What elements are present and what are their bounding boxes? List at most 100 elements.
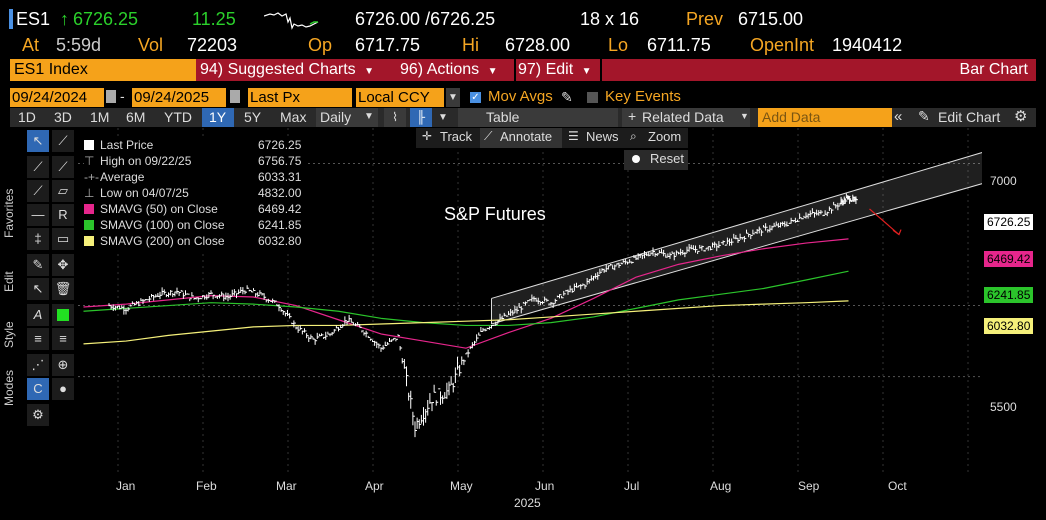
chart-legend: Last Price 6726.25 ⊤ High on 09/22/25 6756.… (84, 137, 306, 251)
segment-icon[interactable]: ⟋ (27, 180, 49, 202)
at-label: At (22, 35, 40, 55)
legend-swatch (84, 236, 94, 246)
mov-avgs-label[interactable]: Mov Avgs (488, 88, 553, 105)
header-quote: ES1 ↑ 6726.25 11.25 6726.00 /6726.25 18 … (0, 0, 1046, 58)
dotted-line-icon[interactable]: ⋰ (27, 354, 49, 376)
crosshair-mode-icon[interactable]: C (27, 378, 49, 400)
add-data-input[interactable]: Add Data (758, 108, 892, 127)
select-icon[interactable]: ↖ (27, 278, 49, 300)
line-tool-icon[interactable]: ⟋ (52, 130, 74, 152)
period-1y[interactable]: 1Y (209, 109, 227, 125)
period-5y[interactable]: 5Y (244, 109, 262, 125)
chart-type-label: Bar Chart (959, 61, 1028, 78)
period-6m[interactable]: 6M (126, 109, 146, 125)
price-chart[interactable] (78, 128, 982, 476)
color-palette-icon[interactable]: ● (52, 378, 74, 400)
trendline-icon[interactable]: ⟋ (27, 156, 49, 178)
pencil-icon[interactable]: ✎ (561, 89, 573, 105)
x-month-label: Jun (535, 479, 555, 493)
fill-color-swatch[interactable] (52, 304, 74, 326)
at-time: 5:59d (56, 35, 102, 55)
suggested-charts-label: 94) Suggested Charts (200, 61, 356, 78)
period-ytd[interactable]: YTD (164, 109, 192, 125)
move-icon[interactable]: ✥ (52, 254, 74, 276)
line-chart-icon[interactable]: ⌇ (384, 108, 406, 127)
legend-value: 6756.75 (258, 154, 302, 168)
line-style-icon[interactable]: ≡ (52, 328, 74, 350)
track-button[interactable]: Track (440, 129, 473, 144)
rectangle-icon[interactable]: ▭ (52, 228, 74, 250)
chart-style-dropdown[interactable]: ▼ (438, 112, 448, 123)
settings-icon[interactable]: ⚙ (27, 404, 49, 426)
legend-label: Low on 04/07/25 (100, 186, 189, 200)
period-1d[interactable]: 1D (18, 109, 36, 125)
channel-icon[interactable]: ▱ (52, 180, 74, 202)
legend-label: Average (100, 170, 145, 184)
ray-icon[interactable]: ⟋ (52, 156, 74, 178)
period-max[interactable]: Max (280, 109, 307, 125)
bar-chart-icon[interactable]: ╟ (410, 108, 432, 127)
line-weight-icon[interactable]: ≡ (27, 328, 49, 350)
annotate-button[interactable]: ⟋ Annotate (480, 128, 562, 148)
sparkline (264, 12, 319, 30)
edit-menu[interactable]: 97) Edit ▼ (516, 59, 600, 81)
collapse-icon[interactable]: « (894, 108, 903, 125)
currency-select[interactable]: Local CCY (356, 88, 444, 107)
series-line (83, 238, 849, 349)
caret-down-icon[interactable]: ▼ (446, 88, 460, 107)
tab-modes[interactable]: Modes (2, 369, 16, 406)
gear-icon[interactable]: ⚙ (1014, 108, 1028, 125)
suggested-charts-menu[interactable]: 94) Suggested Charts ▼ (196, 59, 398, 81)
horizontal-line-icon[interactable]: — (27, 204, 49, 226)
net-change: 11.25 (192, 9, 236, 29)
field-select[interactable]: Last Px (248, 88, 352, 107)
x-month-label: Oct (888, 479, 907, 493)
key-events-checkbox[interactable] (587, 92, 598, 103)
end-date-input[interactable]: 09/24/2025 (132, 88, 226, 107)
start-date-input[interactable]: 09/24/2024 (10, 88, 104, 107)
magnet-icon[interactable]: ⊕ (52, 354, 74, 376)
pointer-icon[interactable]: ↖ (27, 130, 49, 152)
zoom-button[interactable]: Zoom (648, 129, 682, 144)
news-button[interactable]: News (586, 129, 619, 144)
security-field[interactable]: ES1 Index (10, 59, 196, 81)
last-price: 6726.25 (73, 9, 139, 29)
related-data-button[interactable]: + Related Data ▼ (622, 108, 750, 127)
tab-edit[interactable]: Edit (2, 271, 16, 292)
brush-icon[interactable]: ✎ (27, 254, 49, 276)
font-icon[interactable]: A (27, 304, 49, 326)
caret-down-icon: ▼ (364, 66, 375, 77)
chart-toolbar: ✛ Track ⟋ Annotate ☰ News ⌕ Zoom (416, 128, 688, 148)
x-month-label: Aug (710, 479, 732, 493)
period-1y-active[interactable] (202, 108, 234, 127)
caret-down-icon: ▼ (581, 66, 592, 77)
legend-value: 6241.85 (258, 218, 302, 232)
period-3d[interactable]: 3D (54, 109, 72, 125)
table-button[interactable]: Table (458, 108, 618, 127)
fibonacci-icon[interactable]: ‡ (27, 228, 49, 250)
reset-label: Reset (650, 151, 684, 166)
high-value: 6728.00 (505, 35, 571, 55)
tab-favorites[interactable]: Favorites (2, 188, 16, 238)
key-events-label[interactable]: Key Events (605, 88, 681, 105)
reset-icon (632, 155, 640, 163)
retracement-icon[interactable]: R (52, 204, 74, 226)
low-value: 6711.75 (647, 35, 711, 55)
mov-avgs-checkbox[interactable]: ✓ (470, 92, 481, 103)
edit-chart-button[interactable]: ✎ Edit Chart (912, 108, 1010, 127)
prev-value: 6715.00 (738, 9, 804, 29)
openint-label: OpenInt (750, 35, 815, 55)
caret-down-icon: ▼ (364, 111, 374, 122)
annotate-icon: ⟋ (484, 129, 493, 143)
period-1m[interactable]: 1M (90, 109, 110, 125)
calendar-icon[interactable] (106, 90, 116, 103)
news-icon: ☰ (568, 129, 579, 143)
reset-button[interactable]: Reset (624, 150, 688, 170)
date-separator: - (120, 88, 125, 104)
actions-menu[interactable]: 96) Actions ▼ (398, 59, 514, 81)
tab-style[interactable]: Style (2, 321, 16, 348)
calendar-icon[interactable] (230, 90, 240, 103)
trash-icon[interactable]: 🗑 (52, 278, 74, 300)
x-axis: Jan Feb Mar Apr May Jun Jul Aug Sep Oct … (78, 476, 982, 516)
frequency-select[interactable]: Daily ▼ (316, 108, 378, 127)
